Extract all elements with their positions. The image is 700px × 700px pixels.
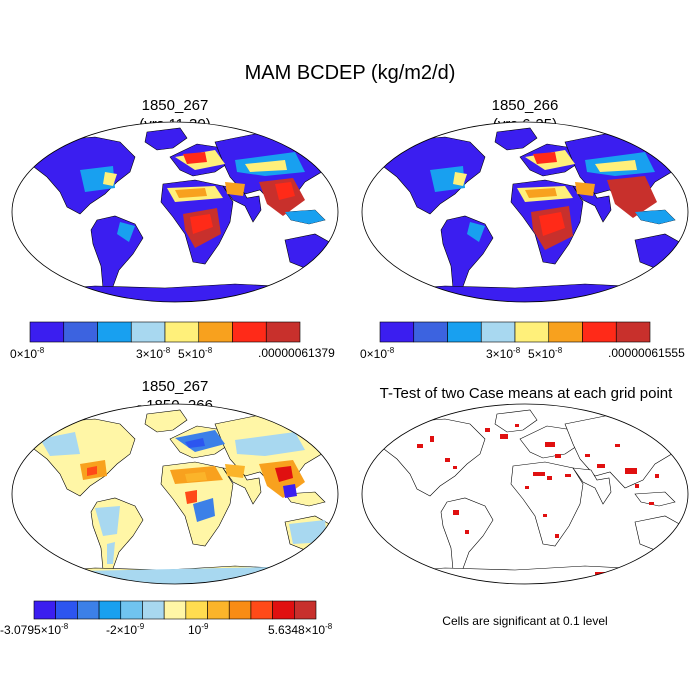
- colorbar-case1-swatch-0: [29, 321, 65, 343]
- colorbar-difference-label-3-exp: -8: [325, 622, 333, 631]
- colorbar-difference-label-1: -2×10-9: [106, 622, 144, 637]
- colorbar-case2-label-0-base: 0×10: [360, 347, 388, 361]
- colorbar-case1-label-2-base: 5×10: [178, 347, 206, 361]
- colorbar-case1-label-0-exp: -8: [37, 346, 45, 355]
- colorbar-difference-label-3-base: 5.6348×10: [268, 623, 326, 637]
- panel-title-case2-line1: 1850_266: [491, 97, 559, 114]
- colorbar-case1-label-1: 3×10-8: [136, 346, 170, 361]
- colorbar-case2-label-1: 3×10-8: [486, 346, 520, 361]
- colorbar-difference-label-0: -3.0795×10-8: [0, 622, 68, 637]
- colorbar-difference-swatch-2: [77, 600, 100, 620]
- colorbar-case1-swatch-4: [164, 321, 200, 343]
- colorbar-difference-swatch-12: [294, 600, 317, 620]
- panel-title-difference-line1: 1850_267: [141, 378, 209, 395]
- colorbar-case2-label-2-exp: -8: [555, 346, 563, 355]
- colorbar-difference-label-0-exp: -8: [61, 622, 69, 631]
- colorbar-case2-swatch-3: [480, 321, 516, 343]
- colorbar-case1-label-0-base: 0×10: [10, 347, 38, 361]
- colorbar-difference-label-0-base: -3.0795×10: [0, 623, 62, 637]
- colorbar-difference-swatch-7: [185, 600, 208, 620]
- colorbar-case2: [379, 321, 651, 343]
- colorbar-case1-swatch-7: [265, 321, 301, 343]
- colorbar-difference: [33, 600, 317, 620]
- map-panel-case1: [11, 121, 339, 303]
- colorbar-difference-swatch-9: [228, 600, 252, 620]
- colorbar-case2-label-2: 5×10-8: [528, 346, 562, 361]
- colorbar-case2-swatch-0: [379, 321, 415, 343]
- colorbar-case2-label-0-exp: -8: [387, 346, 395, 355]
- colorbar-difference-swatch-8: [207, 600, 230, 620]
- ttest-footnote: Cells are significant at 0.1 level: [442, 614, 608, 628]
- colorbar-difference-swatch-5: [142, 600, 165, 620]
- map-panel-ttest: [361, 403, 689, 585]
- colorbar-difference-swatch-10: [250, 600, 273, 620]
- colorbar-case2-swatch-7: [615, 321, 651, 343]
- colorbar-difference-swatch-3: [98, 600, 122, 620]
- colorbar-case2-swatch-6: [582, 321, 617, 343]
- colorbar-case1-swatch-3: [130, 321, 166, 343]
- colorbar-case1-label-2-exp: -8: [205, 346, 213, 355]
- colorbar-difference-label-2: 10-9: [188, 622, 208, 637]
- colorbar-case2-label-1-exp: -8: [513, 346, 521, 355]
- colorbar-case1-swatch-2: [97, 321, 132, 343]
- colorbar-case1-label-1-exp: -8: [163, 346, 171, 355]
- colorbar-case1-label-0: 0×10-8: [10, 346, 44, 361]
- map-panel-difference: [11, 403, 339, 585]
- colorbar-case1-swatch-5: [198, 321, 233, 343]
- colorbar-difference-swatch-0: [33, 600, 56, 620]
- colorbar-case1-label-3-base: .00000061379: [258, 346, 335, 360]
- colorbar-case2-label-2-base: 5×10: [528, 347, 556, 361]
- colorbar-case1-label-1-base: 3×10: [136, 347, 164, 361]
- colorbar-difference-label-1-base: -2×10: [106, 623, 138, 637]
- colorbar-case1-label-3: .00000061379: [258, 346, 335, 360]
- colorbar-case2-label-3: .00000061555: [608, 346, 685, 360]
- colorbar-difference-label-2-exp: -9: [201, 622, 209, 631]
- colorbar-case1: [29, 321, 301, 343]
- colorbar-case1-swatch-6: [232, 321, 267, 343]
- colorbar-difference-swatch-1: [55, 600, 78, 620]
- colorbar-difference-swatch-11: [272, 600, 295, 620]
- panel-title-case1-line1: 1850_267: [141, 97, 209, 114]
- colorbar-case1-label-2: 5×10-8: [178, 346, 212, 361]
- colorbar-difference-swatch-4: [120, 600, 143, 620]
- map-panel-case2: [361, 121, 689, 303]
- colorbar-difference-swatch-6: [163, 600, 187, 620]
- figure-title: MAM BCDEP (kg/m2/d): [244, 62, 456, 84]
- colorbar-case2-label-1-base: 3×10: [486, 347, 514, 361]
- colorbar-difference-label-1-exp: -9: [137, 622, 145, 631]
- panel-title-ttest: T-Test of two Case means at each grid po…: [352, 384, 700, 403]
- colorbar-difference-label-3: 5.6348×10-8: [268, 622, 332, 637]
- colorbar-case2-swatch-1: [413, 321, 448, 343]
- colorbar-case2-swatch-5: [548, 321, 583, 343]
- panel-title-ttest-line1: T-Test of two Case means at each grid po…: [379, 385, 673, 402]
- colorbar-case2-swatch-2: [447, 321, 482, 343]
- colorbar-case2-label-0: 0×10-8: [360, 346, 394, 361]
- colorbar-difference-label-2-base: 10: [188, 623, 202, 637]
- colorbar-case1-swatch-1: [63, 321, 98, 343]
- colorbar-case2-swatch-4: [514, 321, 550, 343]
- colorbar-case2-label-3-base: .00000061555: [608, 346, 685, 360]
